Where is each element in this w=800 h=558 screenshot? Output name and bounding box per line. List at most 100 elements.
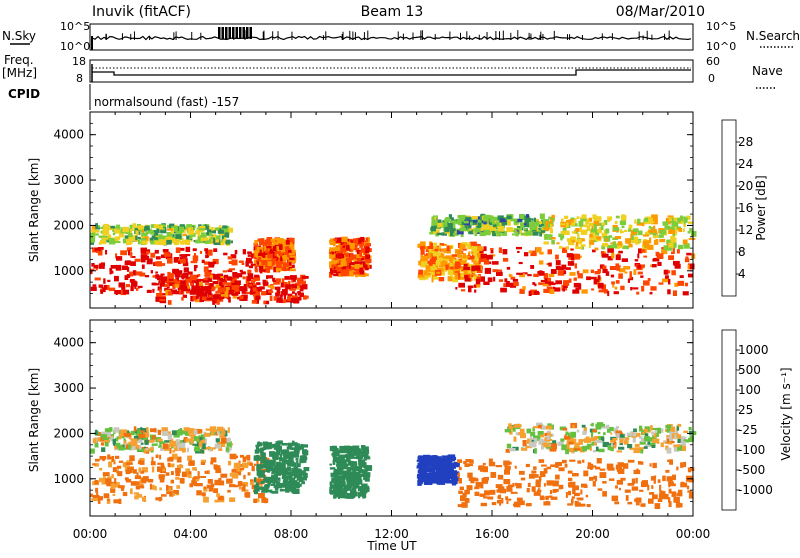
heatmap-cell — [172, 268, 179, 275]
heatmap-cell — [352, 461, 357, 466]
heatmap-cell — [619, 220, 627, 225]
heatmap-cell — [649, 442, 656, 446]
heatmap-cell — [114, 265, 121, 269]
heatmap-cell — [365, 465, 373, 471]
heatmap-cell — [652, 438, 660, 443]
heatmap-cell — [650, 476, 656, 481]
heatmap-cell — [479, 257, 485, 263]
heatmap-cell — [259, 286, 265, 290]
heatmap-cell — [458, 478, 462, 484]
heatmap-cell — [230, 254, 237, 259]
heatmap-cell — [675, 429, 679, 436]
heatmap-cell — [652, 462, 657, 469]
heatmap-cell — [677, 445, 683, 451]
heatmap-cell — [215, 284, 220, 289]
heatmap-cell — [671, 221, 679, 227]
heatmap-cell — [167, 463, 175, 468]
heatmap-cell — [531, 231, 534, 236]
heatmap-cell — [688, 273, 694, 278]
heatmap-cell — [563, 280, 570, 286]
heatmap-cell — [615, 215, 620, 219]
heatmap-cell — [201, 492, 206, 497]
heatmap-cell — [575, 228, 580, 232]
heatmap-cell — [438, 277, 445, 282]
heatmap-cell — [223, 281, 227, 285]
heatmap-cell — [254, 268, 258, 273]
heatmap-cell — [447, 269, 454, 276]
heatmap-cell — [191, 232, 196, 237]
heatmap-cell — [688, 426, 692, 431]
heatmap-cell — [672, 246, 675, 252]
heatmap-cell — [102, 472, 110, 476]
heatmap-cell — [544, 277, 551, 283]
heatmap-cell — [628, 228, 631, 232]
heatmap-cell — [542, 227, 545, 231]
heatmap-cell — [281, 241, 284, 247]
heatmap-cell — [228, 289, 235, 295]
heatmap-cell — [271, 285, 275, 289]
heatmap-cell — [497, 495, 500, 499]
heatmap-cell — [276, 263, 282, 269]
heatmap-cell — [504, 465, 511, 470]
heatmap-cell — [600, 225, 604, 231]
heatmap-cell — [620, 229, 623, 234]
heatmap-cell — [272, 481, 276, 486]
heatmap-cell — [464, 275, 469, 279]
heatmap-cell — [450, 466, 456, 469]
x-tick-label: 20:00 — [575, 527, 610, 541]
heatmap-cell — [193, 476, 201, 479]
heatmap-cell — [580, 489, 583, 495]
heatmap-cell — [668, 242, 675, 248]
heatmap-cell — [683, 461, 687, 468]
heatmap-cell — [590, 437, 598, 442]
heatmap-cell — [141, 264, 145, 269]
heatmap-cell — [342, 477, 346, 482]
heatmap-cell — [560, 234, 565, 239]
heatmap-cell — [687, 221, 693, 224]
heatmap-cell — [656, 253, 664, 259]
heatmap-cell — [91, 263, 95, 267]
heatmap-cell — [105, 478, 112, 484]
heatmap-cell — [195, 478, 200, 482]
heatmap-cell — [618, 250, 623, 254]
heatmap-cell — [612, 224, 618, 229]
heatmap-cell — [612, 282, 615, 288]
heatmap-cell — [615, 246, 620, 249]
heatmap-cell — [268, 259, 276, 265]
colorbar-tick-label: -25 — [738, 423, 758, 437]
heatmap-cell — [336, 463, 341, 467]
heatmap-cell — [189, 290, 197, 295]
heatmap-cell — [607, 256, 613, 261]
heatmap-cell — [155, 454, 159, 458]
y-tick-label: 3000 — [53, 381, 84, 395]
heatmap-cell — [484, 214, 491, 219]
heatmap-cell — [91, 226, 96, 232]
heatmap-cell — [678, 228, 682, 232]
heatmap-cell — [522, 215, 527, 219]
heatmap-cell — [671, 251, 675, 255]
heatmap-cell — [638, 461, 642, 465]
heatmap-cell — [212, 281, 219, 285]
heatmap-cell — [198, 224, 202, 228]
heatmap-cell — [666, 447, 672, 454]
heatmap-cell — [356, 238, 362, 244]
heatmap-cell — [546, 480, 554, 486]
heatmap-cell — [624, 437, 630, 440]
heatmap-cell — [138, 225, 144, 230]
date-title: 08/Mar/2010 — [616, 4, 705, 20]
heatmap-cell — [286, 446, 292, 450]
heatmap-cell — [338, 465, 342, 471]
heatmap-cell — [294, 481, 299, 487]
heatmap-cell — [548, 495, 553, 498]
heatmap-cell — [627, 501, 633, 505]
heatmap-cell — [547, 423, 552, 428]
heatmap-cell — [115, 455, 120, 459]
heatmap-cell — [447, 222, 453, 229]
heatmap-cell — [352, 487, 357, 494]
heatmap-cell — [228, 296, 231, 303]
heatmap-cell — [221, 430, 226, 435]
heatmap-cell — [544, 234, 549, 240]
heatmap-cell — [359, 251, 362, 257]
heatmap-cell — [666, 239, 674, 243]
heatmap-cell — [102, 227, 110, 234]
